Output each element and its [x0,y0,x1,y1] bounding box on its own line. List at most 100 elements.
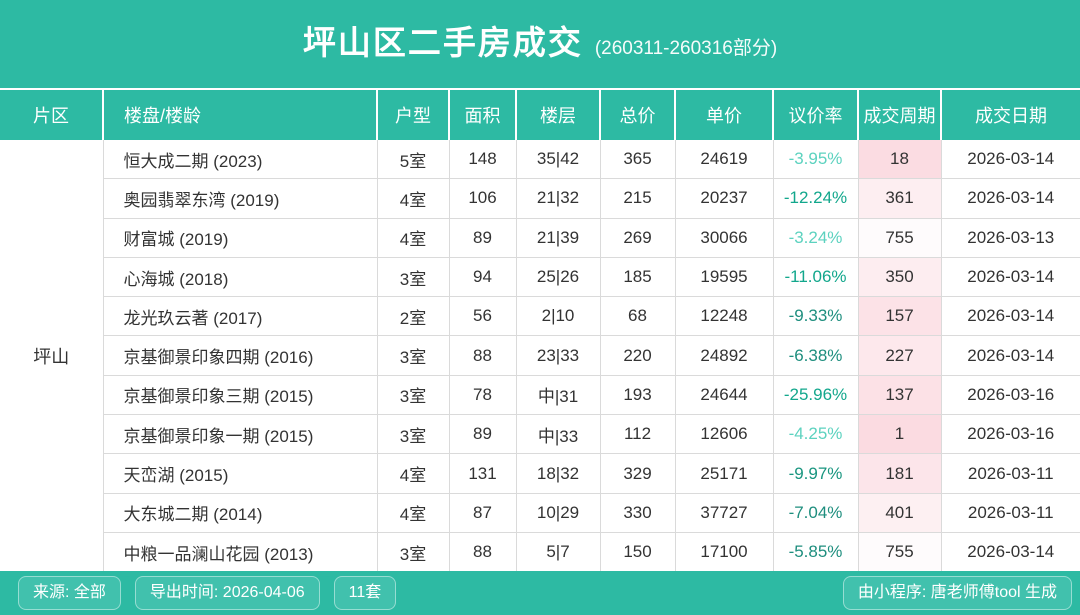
cell-property-name: 京基御景印象三期 (2015) [103,375,378,416]
cell-unit-price: 25171 [675,453,774,494]
cell-property-name: 财富城 (2019) [103,218,378,258]
cell-unit-type: 5室 [377,140,450,180]
cell-deal-date: 2026-03-16 [941,414,1080,455]
cell-property-name: 京基御景印象四期 (2016) [103,335,378,376]
cell-unit-price: 17100 [675,532,774,572]
cell-total-price: 365 [600,140,676,180]
cell-area: 89 [449,414,517,455]
col-header-area: 面积 [449,90,517,140]
cell-floor: 25|26 [516,257,601,298]
table-row: 财富城 (2019) 4室 89 21|39 269 30066 -3.24% 755 2026… [0,218,1080,258]
cell-bargain-rate: -3.24% [773,218,859,258]
cell-property-name: 大东城二期 (2014) [103,493,378,533]
table-row: 京基御景印象一期 (2015) 3室 89 中|33 112 12606 -4.25% 1 20… [0,414,1080,455]
cell-unit-type: 4室 [377,178,450,219]
cell-bargain-rate: -7.04% [773,493,859,533]
cell-area: 87 [449,493,517,533]
cell-total-price: 112 [600,414,676,455]
cell-total-price: 150 [600,532,676,572]
cell-bargain-rate: -3.95% [773,140,859,180]
cell-bargain-rate: -9.97% [773,453,859,494]
cell-unit-price: 12248 [675,296,774,337]
cell-unit-price: 37727 [675,493,774,533]
col-header-floor: 楼层 [516,90,601,140]
cell-total-price: 68 [600,296,676,337]
cell-deal-date: 2026-03-11 [941,493,1080,533]
cell-floor: 21|39 [516,218,601,258]
cell-area: 88 [449,335,517,376]
table-header-row: 片区 楼盘/楼龄 户型 面积 楼层 总价 单价 议价率 成交周期 成交日期 [0,90,1080,140]
col-header-unit-price: 单价 [675,90,774,140]
cell-deal-cycle: 350 [858,257,942,298]
cell-deal-date: 2026-03-14 [941,257,1080,298]
cell-deal-cycle: 227 [858,335,942,376]
cell-total-price: 193 [600,375,676,416]
cell-area: 131 [449,453,517,494]
page-title: 坪山区二手房成交 [302,24,583,61]
cell-floor: 5|7 [516,532,601,572]
cell-total-price: 185 [600,257,676,298]
cell-property-name: 心海城 (2018) [103,257,378,298]
count-badge[interactable]: 11套 [333,576,397,611]
col-header-total-price: 总价 [600,90,676,140]
cell-bargain-rate: -11.06% [773,257,859,298]
cell-unit-type: 3室 [377,335,450,376]
cell-unit-type: 4室 [377,218,450,258]
cell-unit-type: 3室 [377,257,450,298]
col-header-deal-date: 成交日期 [941,90,1080,140]
cell-deal-cycle: 401 [858,493,942,533]
cell-deal-cycle: 18 [858,140,942,180]
cell-total-price: 330 [600,493,676,533]
cell-area: 88 [449,532,517,572]
cell-deal-date: 2026-03-14 [941,296,1080,337]
cell-floor: 21|32 [516,178,601,219]
cell-deal-date: 2026-03-14 [941,178,1080,219]
cell-deal-date: 2026-03-14 [941,140,1080,180]
table-row: 坪山 恒大成二期 (2023) 5室 148 35|42 365 24619 -3.95% 18… [0,140,1080,572]
cell-total-price: 269 [600,218,676,258]
generator-watermark: 由小程序: 唐老师傅tool 生成 [842,576,1072,611]
cell-floor: 23|33 [516,335,601,376]
cell-unit-type: 3室 [377,532,450,572]
cell-bargain-rate: -5.85% [773,532,859,572]
cell-bargain-rate: -25.96% [773,375,859,416]
title-band: 坪山区二手房成交 (260311-260316部分) [0,0,1080,90]
cell-bargain-rate: -9.33% [773,296,859,337]
cell-area: 78 [449,375,517,416]
col-header-unit-type: 户型 [377,90,450,140]
table-row: 京基御景印象三期 (2015) 3室 78 中|31 193 24644 -25.96% 13… [0,375,1080,416]
source-filter-chip[interactable]: 来源: 全部 [18,576,121,611]
cell-property-name: 奥园翡翠东湾 (2019) [103,178,378,219]
cell-unit-price: 20237 [675,178,774,219]
export-time-chip[interactable]: 导出时间: 2026-04-06 [134,576,320,611]
cell-total-price: 220 [600,335,676,376]
cell-floor: 中|31 [516,375,601,416]
cell-deal-cycle: 181 [858,453,942,494]
table-row: 京基御景印象四期 (2016) 3室 88 23|33 220 24892 -6.38% 22… [0,335,1080,376]
cell-deal-cycle: 755 [858,218,942,258]
cell-property-name: 恒大成二期 (2023) [103,140,378,180]
cell-deal-cycle: 137 [858,375,942,416]
footer-bar: 来源: 全部 导出时间: 2026-04-06 11套 由小程序: 唐老师傅to… [0,571,1080,615]
cell-property-name: 龙光玖云著 (2017) [103,296,378,337]
cell-unit-price: 24644 [675,375,774,416]
cell-unit-type: 4室 [377,493,450,533]
cell-total-price: 215 [600,178,676,219]
cell-deal-date: 2026-03-14 [941,335,1080,376]
cell-property-name: 天峦湖 (2015) [103,453,378,494]
cell-unit-price: 12606 [675,414,774,455]
cell-unit-type: 3室 [377,414,450,455]
cell-deal-date: 2026-03-11 [941,453,1080,494]
cell-area: 106 [449,178,517,219]
table-row: 中粮一品澜山花园 (2013) 3室 88 5|7 150 17100 -5.85% 755 2… [0,532,1080,572]
cell-floor: 2|10 [516,296,601,337]
cell-deal-date: 2026-03-13 [941,218,1080,258]
cell-floor: 中|33 [516,414,601,455]
cell-total-price: 329 [600,453,676,494]
deals-table: 片区 楼盘/楼龄 户型 面积 楼层 总价 单价 议价率 成交周期 成交日期 坪山… [0,90,1080,572]
cell-bargain-rate: -6.38% [773,335,859,376]
cell-unit-price: 19595 [675,257,774,298]
table-row: 天峦湖 (2015) 4室 131 18|32 329 25171 -9.97% 181 202… [0,453,1080,494]
table-row: 大东城二期 (2014) 4室 87 10|29 330 37727 -7.04% 401 20… [0,493,1080,533]
